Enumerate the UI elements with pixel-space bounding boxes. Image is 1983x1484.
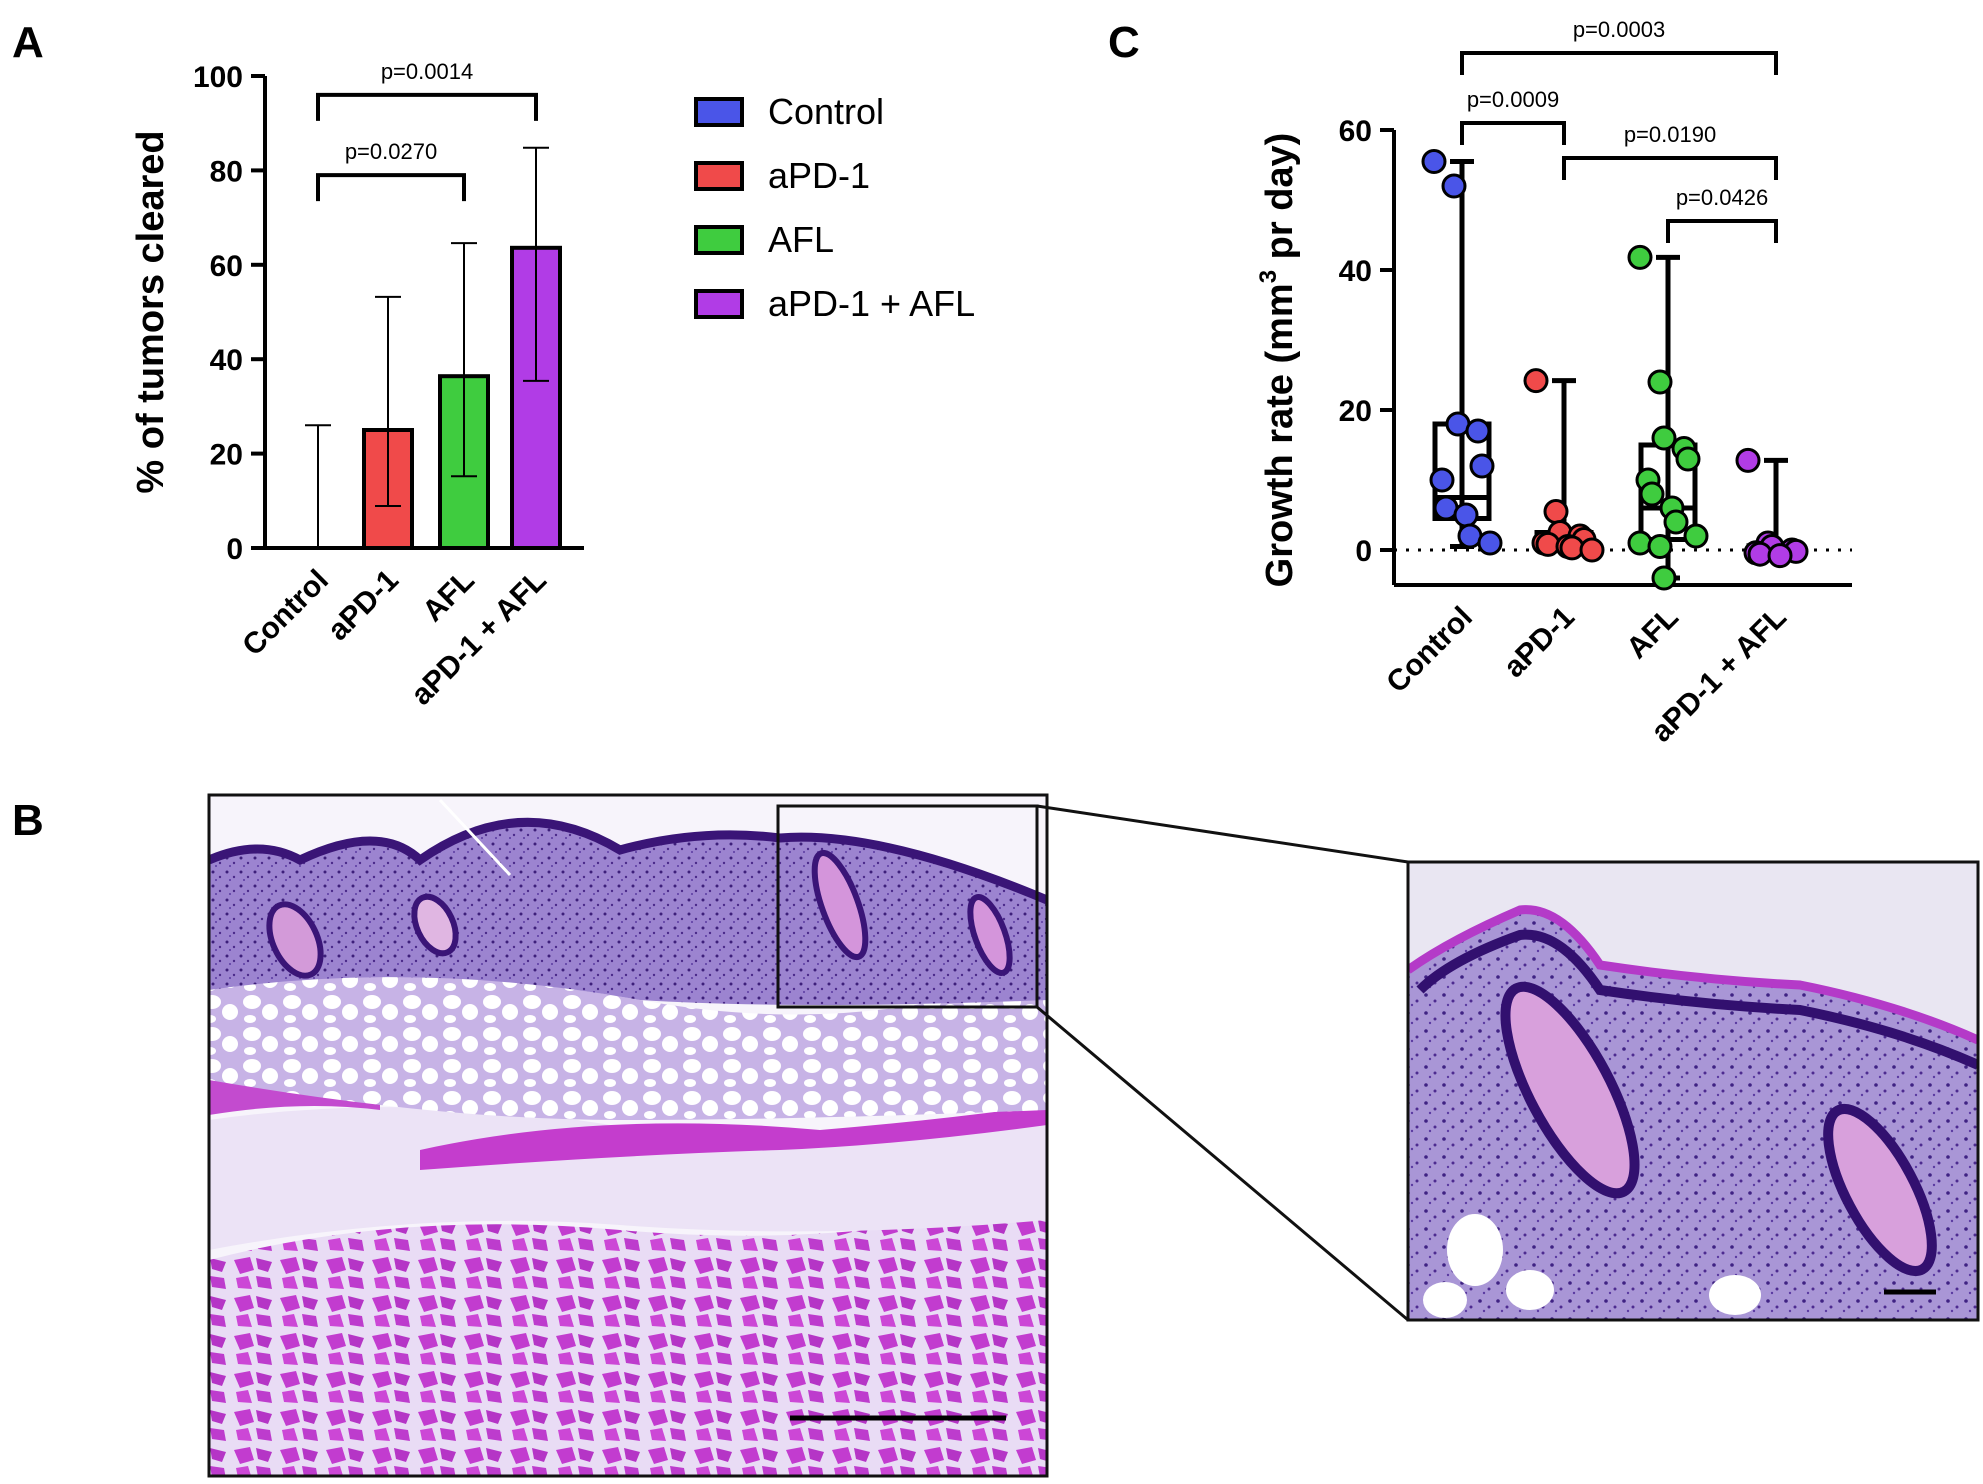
panel-label-c: C [1108,18,1140,67]
legend: Control aPD-1 AFL aPD-1 + AFL [694,80,1034,336]
legend-label: aPD-1 [768,155,871,196]
legend-swatch [694,161,744,191]
legend-item: aPD-1 [694,144,1034,208]
legend-label: AFL [768,219,835,260]
legend-label: aPD-1 + AFL [768,283,976,324]
legend-item: AFL [694,208,1034,272]
legend-swatch [694,97,744,127]
panel-label-b: B [12,796,44,845]
legend-swatch [694,225,744,255]
legend-swatch [694,289,744,319]
legend-item: Control [694,80,1034,144]
legend-label: Control [768,91,885,132]
panel-label-a: A [12,18,44,67]
legend-item: aPD-1 + AFL [694,272,1034,336]
